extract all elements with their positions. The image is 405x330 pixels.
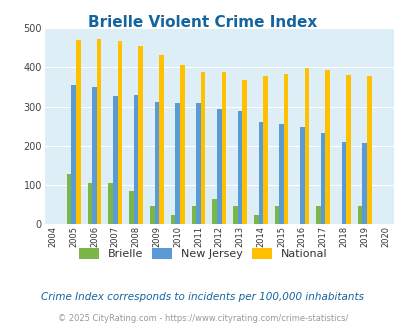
Bar xyxy=(320,133,325,224)
Bar xyxy=(258,121,262,224)
Bar xyxy=(108,183,113,224)
Bar xyxy=(299,127,304,224)
Legend: Brielle, New Jersey, National: Brielle, New Jersey, National xyxy=(74,244,331,263)
Bar xyxy=(366,76,371,224)
Bar xyxy=(113,96,117,224)
Bar xyxy=(304,69,309,224)
Bar xyxy=(283,74,288,224)
Bar xyxy=(96,39,101,224)
Bar xyxy=(67,174,71,224)
Bar xyxy=(117,41,122,224)
Bar xyxy=(71,85,76,224)
Bar xyxy=(159,55,163,224)
Bar xyxy=(232,206,237,224)
Bar xyxy=(262,76,267,224)
Bar xyxy=(92,87,96,224)
Bar xyxy=(315,206,320,224)
Bar xyxy=(237,111,242,224)
Bar xyxy=(175,103,179,224)
Bar xyxy=(216,109,221,224)
Bar xyxy=(274,206,279,224)
Bar xyxy=(357,206,362,224)
Bar xyxy=(179,65,184,224)
Bar xyxy=(341,142,345,224)
Bar xyxy=(87,183,92,224)
Bar xyxy=(221,72,226,224)
Bar xyxy=(134,95,138,224)
Text: © 2025 CityRating.com - https://www.cityrating.com/crime-statistics/: © 2025 CityRating.com - https://www.city… xyxy=(58,314,347,323)
Bar xyxy=(362,143,366,224)
Bar xyxy=(212,199,216,224)
Bar xyxy=(325,70,329,224)
Text: Brielle Violent Crime Index: Brielle Violent Crime Index xyxy=(88,15,317,30)
Bar xyxy=(279,124,283,224)
Bar xyxy=(138,46,143,224)
Bar xyxy=(242,80,246,224)
Bar xyxy=(200,72,205,224)
Bar xyxy=(171,215,175,224)
Bar xyxy=(345,75,350,224)
Bar xyxy=(196,103,200,224)
Bar xyxy=(154,102,159,224)
Bar xyxy=(129,191,134,224)
Bar xyxy=(191,206,196,224)
Bar xyxy=(76,40,81,224)
Bar xyxy=(150,206,154,224)
Bar xyxy=(253,215,258,224)
Text: Crime Index corresponds to incidents per 100,000 inhabitants: Crime Index corresponds to incidents per… xyxy=(41,292,364,302)
